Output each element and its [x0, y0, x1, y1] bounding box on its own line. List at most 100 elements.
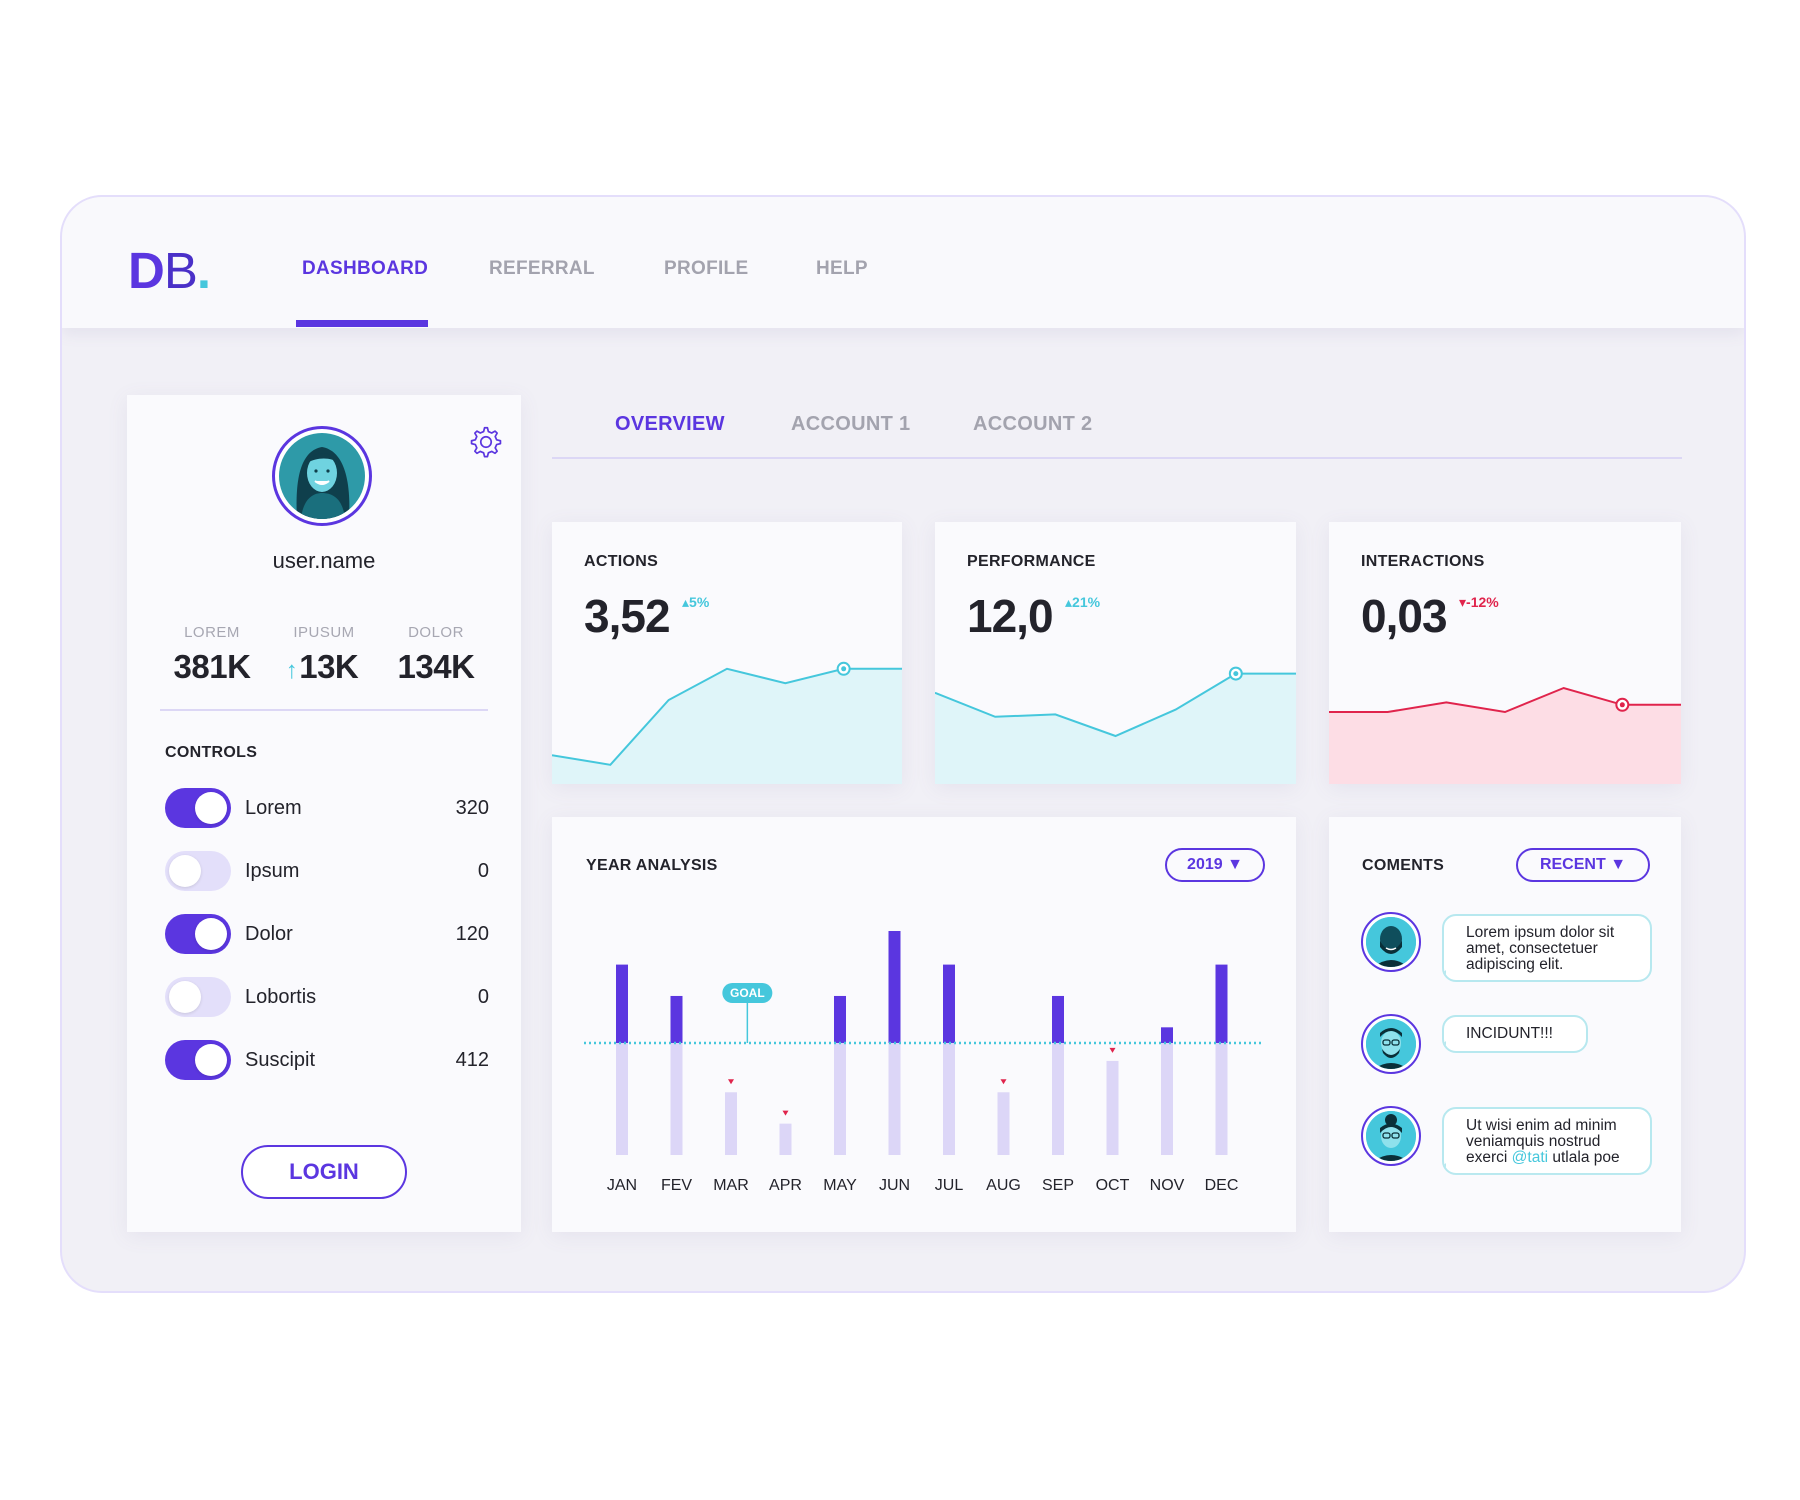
bar-above-goal[interactable] — [888, 931, 901, 1043]
sparkline-marker-dot — [1233, 671, 1239, 677]
user-avatar[interactable] — [272, 426, 372, 526]
stat-label-lorem: LOREM — [184, 624, 240, 641]
goal-badge — [722, 983, 773, 1003]
tab-account-2[interactable]: ACCOUNT 2 — [973, 413, 1093, 435]
triangle-up-icon: ▴ — [682, 594, 690, 610]
sparkline-area — [935, 673, 1296, 784]
woman-avatar-illustration — [296, 447, 350, 519]
bar-below-goal[interactable] — [1106, 1060, 1119, 1155]
kpi-card-performance[interactable]: PERFORMANCE 12,0 ▴21% — [935, 522, 1296, 784]
nav-tab-profile[interactable]: PROFILE — [664, 258, 749, 279]
bar-above-goal[interactable] — [1215, 964, 1228, 1043]
control-value: 412 — [455, 1049, 489, 1071]
bar-below-goal[interactable] — [1052, 1043, 1064, 1155]
bearded-man-avatar-illustration — [1366, 917, 1416, 967]
bar-below-goal[interactable] — [616, 1043, 628, 1155]
control-value: 0 — [477, 986, 489, 1008]
toggle-lobortis[interactable] — [165, 977, 231, 1017]
x-tick-label: JUN — [879, 1177, 910, 1194]
bar-above-goal[interactable] — [670, 995, 683, 1043]
control-label: Lorem — [245, 797, 302, 819]
commenter-avatar[interactable] — [1361, 1014, 1421, 1074]
x-tick-label: NOV — [1150, 1177, 1185, 1194]
kpi-title: ACTIONS — [584, 553, 659, 570]
gear-icon[interactable] — [467, 423, 505, 461]
control-row-ipsum: Ipsum 0 — [165, 851, 489, 891]
x-tick-label: FEV — [661, 1177, 692, 1194]
kpi-delta-value: 21% — [1072, 594, 1101, 610]
comment-bubble: Ut wisi enim ad minim veniamquis nostrud… — [1442, 1107, 1652, 1175]
bar-above-goal[interactable] — [1052, 995, 1064, 1043]
toggle-lorem[interactable] — [165, 788, 231, 828]
comments-title: COMENTS — [1362, 857, 1445, 874]
comments-fade — [1329, 1172, 1681, 1232]
bar-below-goal[interactable] — [1215, 1043, 1228, 1155]
kpi-sparkline — [552, 661, 902, 784]
comment-bubble: Lorem ipsum dolor sit amet, consectetuer… — [1442, 914, 1652, 982]
nav-tab-help[interactable]: HELP — [816, 258, 868, 279]
stat-value-ipusum: ↑13K — [257, 648, 387, 686]
x-tick-label: MAR — [713, 1177, 749, 1194]
app-logo[interactable]: DB. — [128, 241, 211, 300]
bar-below-goal[interactable] — [670, 1043, 683, 1155]
kpi-sparkline — [1329, 686, 1681, 784]
x-tick-label: DEC — [1205, 1177, 1239, 1194]
toggle-dolor[interactable] — [165, 914, 231, 954]
logo-letter-d: D — [128, 242, 165, 299]
top-navigation: DB. DASHBOARD REFERRAL PROFILE HELP — [62, 197, 1744, 328]
x-tick-label: MAY — [823, 1177, 857, 1194]
commenter-avatar[interactable] — [1361, 912, 1421, 972]
bar-below-goal[interactable] — [834, 1043, 846, 1155]
x-tick-label: OCT — [1096, 1177, 1130, 1194]
tab-account-1[interactable]: ACCOUNT 1 — [791, 413, 911, 435]
woman-with-glasses-avatar-illustration — [1366, 1111, 1416, 1161]
stat-value-ipusum-number: 13K — [299, 648, 359, 685]
x-tick-label: JUL — [935, 1177, 964, 1194]
tab-overview[interactable]: OVERVIEW — [615, 413, 725, 435]
bar-above-goal[interactable] — [834, 995, 846, 1043]
kpi-delta: ▴21% — [1065, 594, 1100, 611]
bar-above-goal[interactable] — [616, 964, 628, 1043]
toggle-ipsum[interactable] — [165, 851, 231, 891]
below-goal-marker-icon — [728, 1079, 734, 1085]
x-tick-label: AUG — [986, 1177, 1021, 1194]
bar-below-goal[interactable] — [779, 1123, 792, 1155]
nav-tab-dashboard[interactable]: DASHBOARD — [302, 258, 429, 279]
bar-below-goal[interactable] — [725, 1092, 737, 1155]
kpi-card-interactions[interactable]: INTERACTIONS 0,03 ▾-12% — [1329, 522, 1681, 784]
dashboard-window: DB. DASHBOARD REFERRAL PROFILE HELP — [60, 195, 1746, 1293]
logo-dot: . — [196, 242, 211, 299]
control-row-suscipit: Suscipit 412 — [165, 1040, 489, 1080]
controls-heading: CONTROLS — [165, 744, 258, 761]
toggle-suscipit[interactable] — [165, 1040, 231, 1080]
bar-below-goal[interactable] — [997, 1092, 1010, 1155]
kpi-card-actions[interactable]: ACTIONS 3,52 ▴5% — [552, 522, 902, 784]
bar-above-goal[interactable] — [1161, 1027, 1173, 1043]
sparkline-area — [552, 668, 902, 784]
username: user.name — [272, 548, 376, 573]
bar-above-goal[interactable] — [943, 964, 955, 1043]
comments-filter-dropdown[interactable]: RECENT ▼ — [1516, 848, 1650, 882]
comment-text: Ut wisi enim ad minim veniamquis nostrud… — [1466, 1117, 1617, 1166]
commenter-avatar[interactable] — [1361, 1106, 1421, 1166]
control-label: Dolor — [245, 923, 293, 945]
profile-card: user.name LOREM IPUSUM DOLOR 381K ↑13K 1… — [127, 395, 521, 1232]
bar-below-goal[interactable] — [1161, 1043, 1173, 1155]
caret-down-icon: ▼ — [1227, 856, 1243, 873]
bar-below-goal[interactable] — [943, 1043, 955, 1155]
stat-label-dolor: DOLOR — [408, 624, 464, 641]
below-goal-marker-icon — [1000, 1079, 1007, 1085]
control-value: 0 — [477, 860, 489, 882]
comment-mention[interactable]: @tati — [1511, 1149, 1549, 1166]
kpi-value: 0,03 — [1361, 590, 1448, 642]
bar-below-goal[interactable] — [888, 1043, 901, 1155]
active-tab-indicator — [296, 320, 428, 327]
control-row-lobortis: Lobortis 0 — [165, 977, 489, 1017]
sparkline-marker-dot — [841, 666, 847, 672]
year-dropdown[interactable]: 2019 ▼ — [1165, 848, 1265, 882]
kpi-title: PERFORMANCE — [967, 553, 1096, 570]
below-goal-marker-icon — [1109, 1047, 1116, 1053]
nav-tab-referral[interactable]: REFERRAL — [489, 258, 595, 279]
control-label: Lobortis — [245, 986, 317, 1008]
login-button[interactable]: LOGIN — [241, 1145, 407, 1199]
